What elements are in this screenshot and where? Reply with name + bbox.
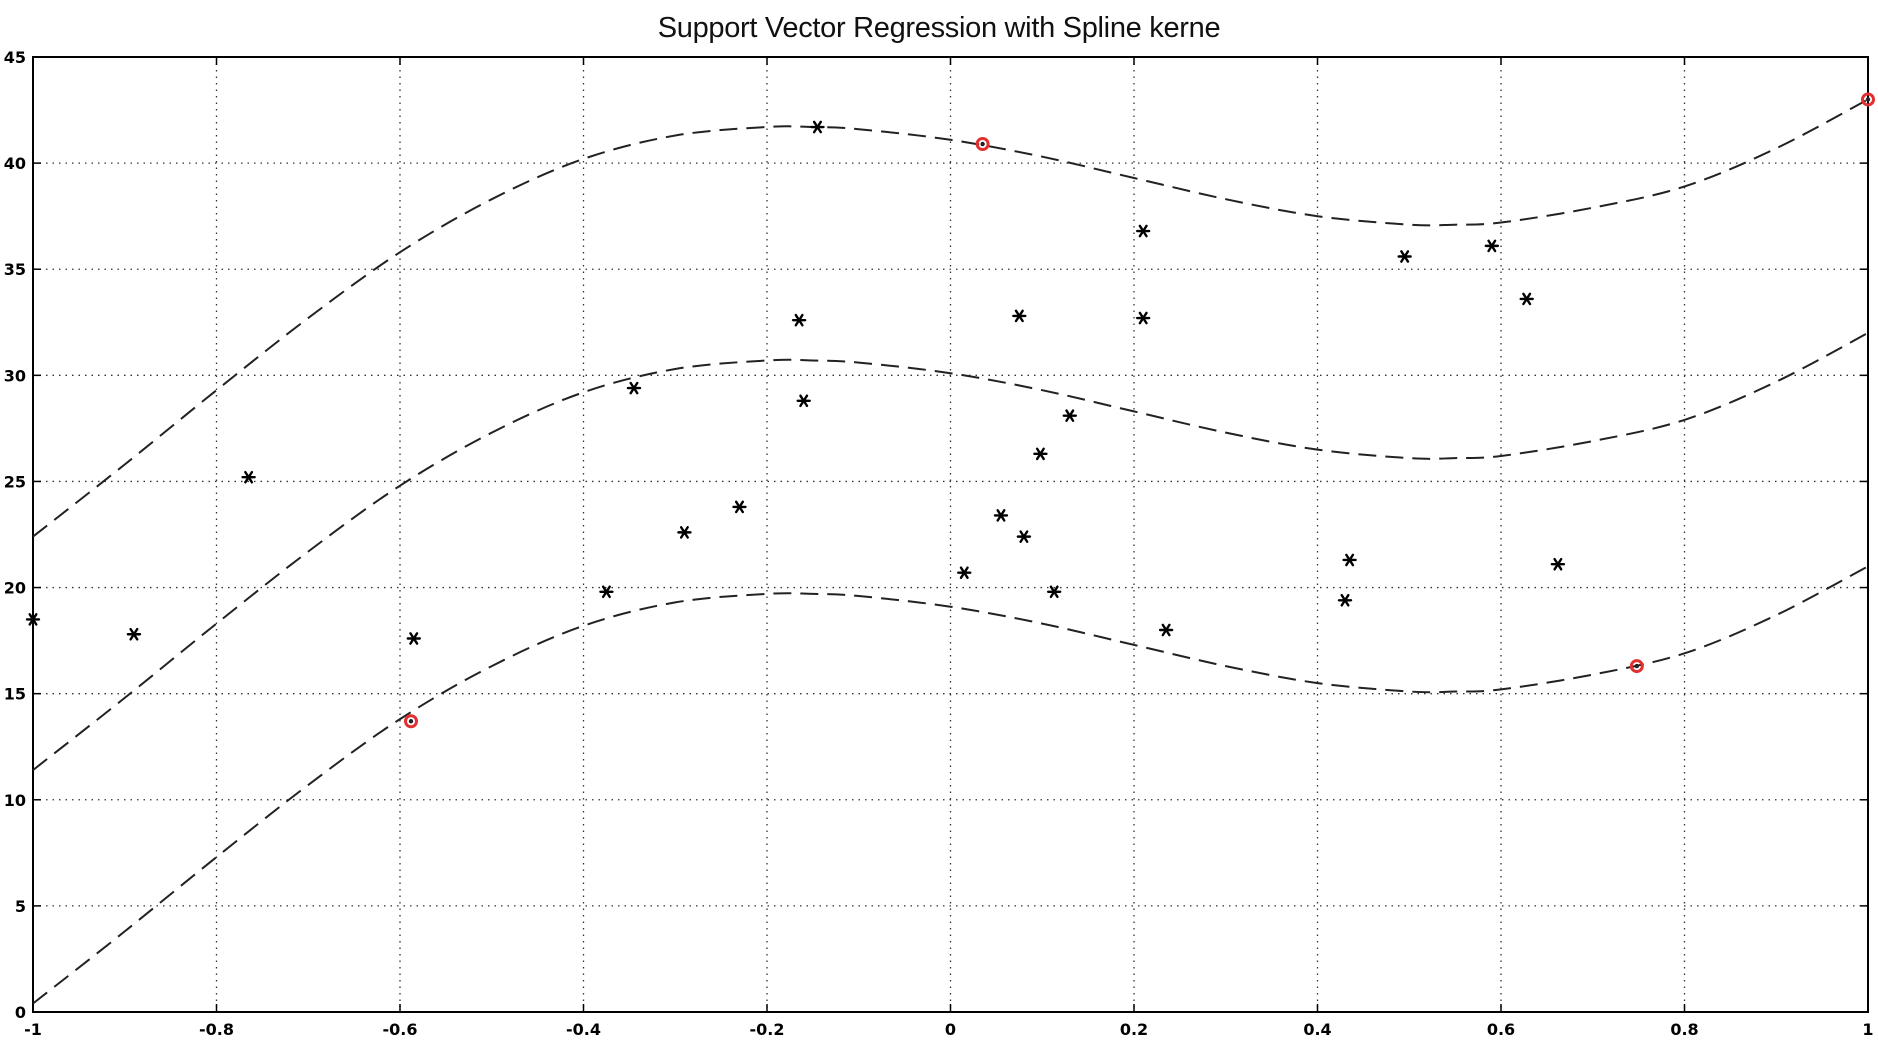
x-tick-label: -0.8: [199, 1020, 234, 1039]
data-point: [1012, 309, 1027, 323]
x-tick-label: 1: [1862, 1020, 1873, 1039]
y-tick-label: 25: [4, 472, 26, 491]
chart-title: Support Vector Regression with Spline ke…: [657, 12, 1221, 44]
data-point: [25, 613, 41, 626]
y-tick-label: 35: [4, 260, 26, 279]
data-point: [1062, 409, 1077, 422]
regression-curve-lower: [32, 565, 1869, 1005]
x-tick-label: 0: [945, 1020, 956, 1039]
data-point: [796, 394, 811, 408]
y-tick-label: 5: [15, 897, 26, 916]
data-point: [732, 500, 747, 514]
x-tick-label: 0.2: [1120, 1020, 1148, 1039]
data-point: [810, 120, 825, 134]
regression-curve-upper: [32, 98, 1869, 538]
data-point: [1158, 623, 1174, 637]
data-point: [791, 313, 807, 327]
x-axis-ticks: -1 -0.8 -0.6 -0.4 -0.2 0 0.2 0.4 0.6 0.8 1: [24, 57, 1874, 1039]
y-tick-label: 0: [15, 1003, 26, 1022]
x-tick-label: -0.6: [383, 1020, 418, 1039]
data-point: [626, 381, 642, 395]
regression-curve-center: [32, 332, 1869, 771]
data-points: [25, 120, 1566, 645]
y-tick-label: 10: [4, 791, 26, 810]
data-point: [993, 509, 1009, 522]
y-tick-label: 15: [4, 685, 26, 704]
y-tick-label: 45: [4, 48, 26, 67]
x-tick-label: -0.4: [566, 1020, 601, 1039]
data-point: [677, 526, 692, 539]
data-point: [1519, 292, 1534, 306]
data-point: [957, 566, 972, 579]
data-point: [126, 627, 142, 641]
data-point: [599, 585, 614, 599]
y-tick-label: 20: [4, 579, 26, 598]
y-axis-ticks: 0 5 10 15 20 25 30 35 40 45: [4, 48, 1868, 1022]
x-tick-label: -1: [24, 1020, 42, 1039]
data-point: [1135, 311, 1151, 325]
x-tick-label: 0.4: [1303, 1020, 1331, 1039]
data-point: [1046, 585, 1062, 599]
data-point: [1033, 447, 1048, 461]
support-vector-point: [1861, 92, 1875, 107]
regression-curves: [32, 98, 1869, 1005]
grid: [33, 57, 1868, 1012]
x-tick-label: -0.2: [750, 1020, 785, 1039]
data-point: [1397, 250, 1412, 263]
y-tick-label: 30: [4, 366, 26, 385]
data-point: [1016, 530, 1032, 543]
data-point: [1135, 224, 1151, 238]
support-vector-point: [975, 137, 990, 152]
data-point: [1550, 557, 1566, 571]
support-vector-point: [404, 714, 419, 729]
x-tick-label: 0.6: [1487, 1020, 1515, 1039]
support-vector-point: [1629, 659, 1644, 674]
data-point: [1484, 239, 1500, 253]
data-point: [1337, 593, 1353, 607]
y-tick-label: 40: [4, 154, 26, 173]
data-point: [406, 632, 421, 645]
support-vectors: [404, 92, 1875, 729]
data-point: [241, 470, 256, 484]
data-point: [1342, 553, 1357, 567]
x-tick-label: 0.8: [1670, 1020, 1698, 1039]
